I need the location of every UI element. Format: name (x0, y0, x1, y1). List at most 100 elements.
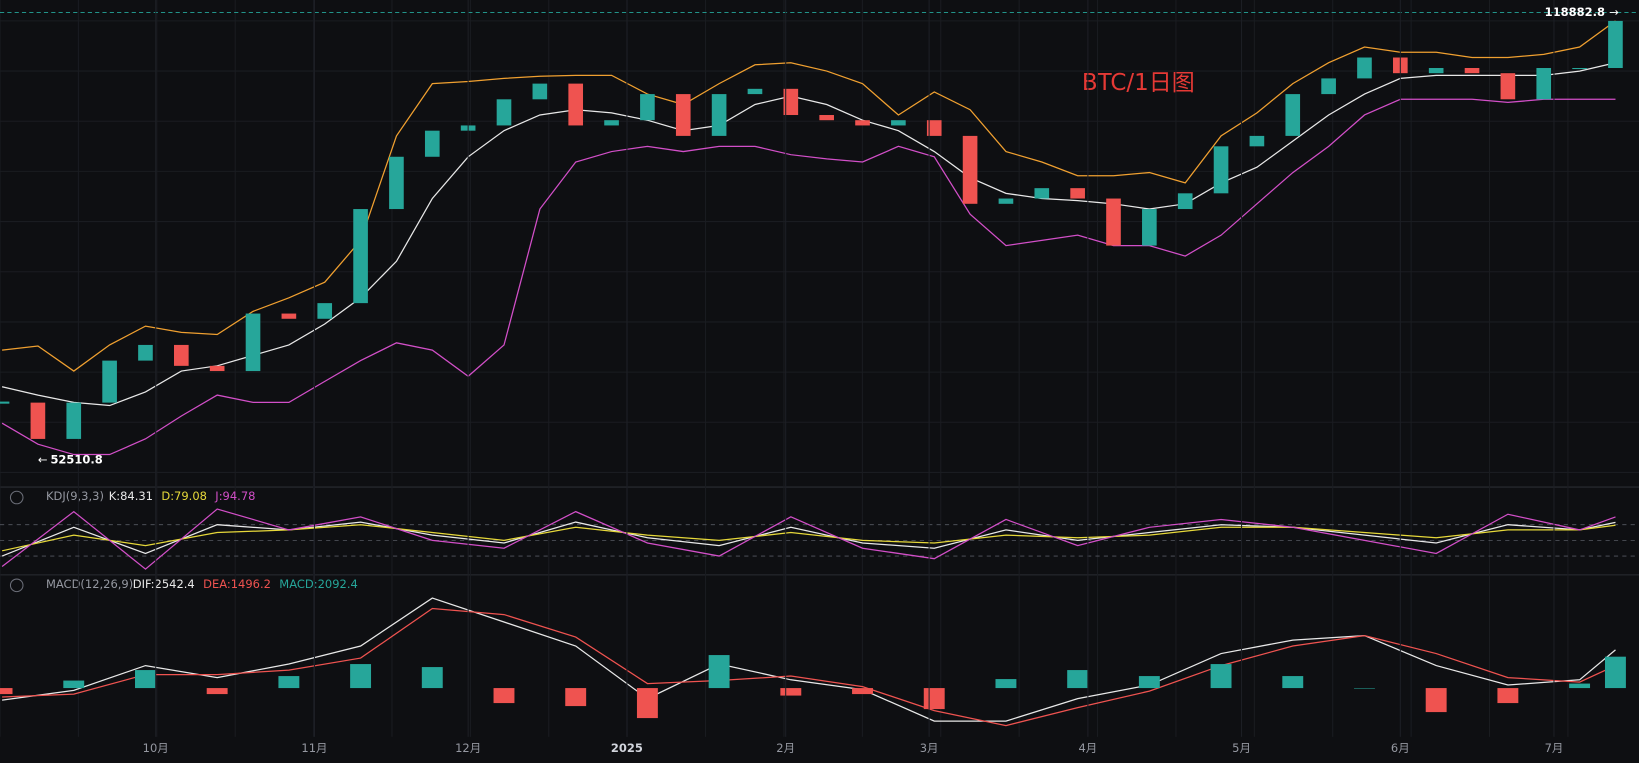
candle (496, 99, 512, 126)
macd-bar (1604, 656, 1626, 689)
candle (173, 344, 189, 366)
macd-bar (708, 655, 730, 689)
candle (1177, 193, 1193, 210)
macd-bar (63, 680, 85, 689)
x-tick-label: 11月 (301, 741, 327, 755)
candle (0, 401, 10, 404)
bollinger-band (2, 20, 1616, 372)
legend-entry: DEA:1496.2 (203, 577, 271, 591)
collapse-button[interactable] (9, 578, 24, 593)
candle (1285, 94, 1301, 136)
macd-bar (135, 670, 156, 689)
macd-bar (780, 688, 802, 696)
candle (783, 88, 799, 116)
candle (317, 303, 333, 319)
candle (1428, 68, 1444, 74)
candle (855, 120, 870, 126)
candle (1608, 20, 1623, 69)
indicator-line (1, 521, 1616, 557)
macd-bar (350, 664, 372, 689)
candle (102, 360, 117, 403)
candle (66, 402, 82, 439)
candle (1536, 68, 1552, 100)
candle (998, 198, 1014, 204)
macd-bar (1569, 683, 1591, 689)
macd-bar (923, 688, 945, 710)
candle (711, 94, 727, 136)
x-tick-label: 4月 (1078, 741, 1097, 755)
macd-bar (278, 676, 300, 689)
candle (1249, 135, 1265, 147)
candle (245, 313, 261, 372)
macd-bar (1497, 688, 1519, 704)
candle (1572, 68, 1587, 70)
low-marker: 52510.8 (50, 452, 102, 466)
candle (30, 402, 46, 439)
x-tick-label: 10月 (143, 741, 169, 755)
macd-bar (421, 667, 443, 689)
indicator-title: KDJ(9,3,3) (46, 489, 104, 503)
bollinger-band (1, 98, 1616, 456)
chart-title: BTC/1日图 (1082, 70, 1195, 96)
macd-bar (1282, 676, 1304, 689)
x-tick-label: 12月 (455, 741, 481, 755)
candle (640, 94, 655, 121)
high-marker: 118882.8 (1545, 5, 1605, 19)
candle (1142, 209, 1157, 246)
candle (1213, 146, 1229, 194)
macd-bar (1138, 676, 1160, 689)
bollinger-band (1, 62, 1616, 407)
x-tick-label: 3月 (920, 741, 939, 755)
candle (962, 135, 978, 204)
macd-bar (1210, 664, 1232, 689)
x-tick-label: 6月 (1391, 741, 1410, 755)
x-tick-label: 5月 (1232, 741, 1251, 755)
candle (1357, 57, 1372, 79)
macd-bar (1425, 688, 1447, 713)
candle (209, 365, 225, 372)
macd-bar (852, 688, 873, 695)
candle (1500, 73, 1516, 100)
candle (1106, 198, 1121, 246)
candle (1070, 188, 1085, 199)
candle (747, 88, 763, 95)
candle (1464, 68, 1480, 74)
candle (138, 344, 153, 361)
candle (1034, 188, 1050, 199)
legend-entry: DIF:2542.4 (133, 577, 195, 591)
collapse-button[interactable] (9, 490, 24, 505)
candle (353, 209, 368, 304)
candle (281, 313, 297, 319)
indicator-title: MACD(12,26,9) (46, 577, 133, 591)
macd-bar (0, 688, 13, 695)
indicator-line (1, 508, 1616, 570)
candle (675, 94, 691, 136)
macd-line (2, 607, 1616, 727)
x-tick-label: 2月 (776, 741, 795, 755)
candle (532, 83, 548, 100)
legend-entry: MACD:2092.4 (279, 577, 357, 591)
candle (604, 120, 619, 126)
macd-bar (636, 688, 658, 719)
macd-bar (206, 688, 228, 695)
candle (926, 120, 942, 136)
x-tick-label: 7月 (1545, 741, 1564, 755)
candle (568, 83, 584, 126)
macd-bar (1067, 670, 1089, 689)
candle (424, 130, 440, 157)
candle (891, 120, 906, 126)
macd-line (2, 597, 1616, 722)
legend-entry: D:79.08 (161, 489, 207, 503)
indicator-line (1, 524, 1616, 552)
candle (1321, 78, 1336, 95)
marker-arrow: ← (38, 452, 48, 466)
macd-bar (565, 688, 587, 707)
macd-bar (995, 679, 1017, 689)
macd-bar (1354, 688, 1375, 689)
x-tick-label: 2025 (611, 741, 643, 755)
legend-entry: J:94.78 (214, 489, 255, 503)
